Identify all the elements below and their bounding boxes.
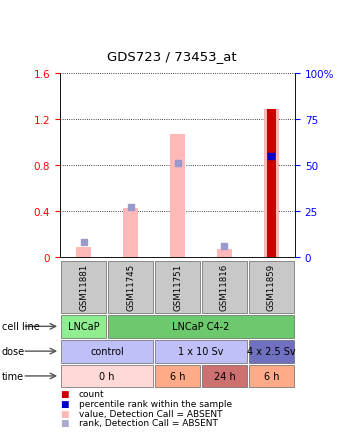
Text: ■: ■ [60, 418, 69, 427]
Text: GDS723 / 73453_at: GDS723 / 73453_at [107, 49, 236, 62]
Bar [249, 340, 294, 363]
Bar [155, 365, 200, 388]
Bar [76, 247, 91, 258]
Bar [155, 340, 247, 363]
Bar [108, 261, 153, 313]
Text: 24 h: 24 h [214, 371, 235, 381]
Text: count: count [79, 390, 105, 398]
Bar [170, 135, 185, 258]
Text: GSM11751: GSM11751 [173, 263, 182, 311]
Text: GSM11859: GSM11859 [267, 263, 276, 311]
Text: GSM11881: GSM11881 [79, 263, 88, 311]
Text: 1 x 10 Sv: 1 x 10 Sv [178, 346, 224, 356]
Text: GSM11745: GSM11745 [126, 263, 135, 311]
Text: 4 x 2.5 Sv: 4 x 2.5 Sv [247, 346, 296, 356]
Bar [217, 250, 232, 258]
Bar [61, 365, 153, 388]
Bar [264, 110, 279, 258]
Bar [61, 261, 106, 313]
Bar [123, 208, 138, 258]
Bar [61, 340, 153, 363]
Bar [61, 315, 106, 338]
Text: 0 h: 0 h [99, 371, 115, 381]
Bar [267, 110, 276, 258]
Text: cell line: cell line [2, 322, 39, 332]
Text: ■: ■ [60, 399, 69, 408]
Text: value, Detection Call = ABSENT: value, Detection Call = ABSENT [79, 409, 222, 418]
Text: ■: ■ [60, 390, 69, 398]
Text: LNCaP: LNCaP [68, 322, 99, 332]
Bar [108, 315, 294, 338]
Text: control: control [90, 346, 124, 356]
Text: LNCaP C4-2: LNCaP C4-2 [172, 322, 230, 332]
Text: ■: ■ [60, 409, 69, 418]
Bar [249, 261, 294, 313]
Bar [202, 261, 247, 313]
Bar [249, 365, 294, 388]
Bar [155, 261, 200, 313]
Text: percentile rank within the sample: percentile rank within the sample [79, 399, 232, 408]
Text: time: time [2, 371, 24, 381]
Text: 6 h: 6 h [170, 371, 185, 381]
Text: dose: dose [2, 346, 25, 356]
Text: GSM11816: GSM11816 [220, 263, 229, 311]
Text: 6 h: 6 h [264, 371, 279, 381]
Bar [202, 365, 247, 388]
Text: rank, Detection Call = ABSENT: rank, Detection Call = ABSENT [79, 418, 218, 427]
